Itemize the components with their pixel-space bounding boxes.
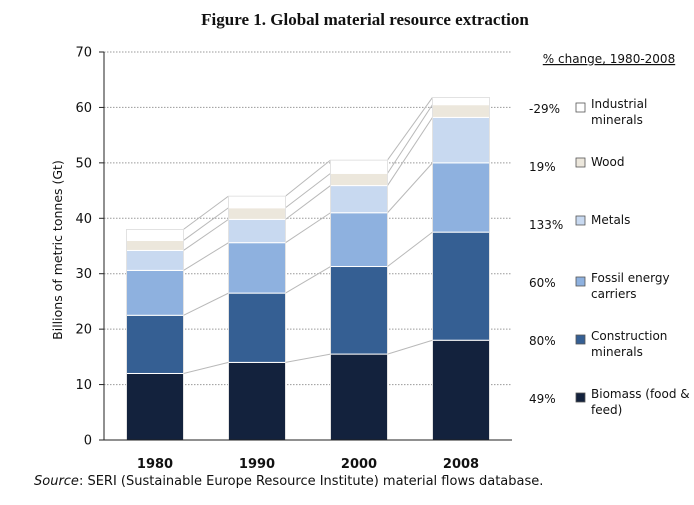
source-note: Source: SERI (Sustainable Europe Resourc… (34, 474, 543, 489)
bar-segment-industrial-minerals (229, 196, 286, 208)
chart-title: Figure 1. Global material resource extra… (201, 10, 529, 29)
legend-percent: 60% (529, 276, 556, 290)
bar-segment-biomass-food-feed (127, 373, 184, 440)
legend-label: feed) (591, 403, 622, 417)
bar-segment-metals (127, 250, 184, 270)
bar-segment-wood (229, 208, 286, 220)
legend-label: Fossil energy (591, 271, 670, 285)
legend-percent: 49% (529, 392, 556, 406)
bar-segment-wood (331, 173, 388, 185)
legend-swatch (576, 335, 585, 344)
x-tick-label: 2000 (341, 457, 377, 472)
connector-line (184, 293, 229, 315)
y-tick-label: 60 (75, 101, 92, 116)
legend-swatch (576, 103, 585, 112)
legend-label: Wood (591, 155, 624, 169)
legend-label: carriers (591, 287, 637, 301)
legend-label: Biomass (food & (591, 387, 690, 401)
connector-line (184, 243, 229, 271)
source-label: Source (34, 474, 79, 489)
bar-segment-metals (331, 186, 388, 213)
bar-segment-industrial-minerals (433, 97, 490, 104)
bar-segment-biomass-food-feed (433, 340, 490, 440)
legend-label: minerals (591, 113, 643, 127)
y-axis-label: Billions of metric tonnes (Gt) (50, 160, 65, 340)
bar-segment-construction-minerals (127, 315, 184, 373)
y-tick-label: 40 (75, 212, 92, 227)
y-tick-label: 0 (84, 434, 92, 449)
connector-line (388, 163, 433, 213)
legend-percent: 133% (529, 218, 563, 232)
connector-line (286, 213, 331, 243)
connector-line (388, 340, 433, 354)
x-tick-label: 1990 (239, 457, 275, 472)
legend-swatch (576, 158, 585, 167)
connector-line (388, 232, 433, 266)
legend-percent: 19% (529, 160, 556, 174)
bar-segment-metals (229, 219, 286, 242)
connector-line (286, 267, 331, 294)
bar-segment-industrial-minerals (331, 160, 388, 173)
y-tick-label: 20 (75, 323, 92, 338)
bar-segment-fossil-energy-carriers (331, 213, 388, 267)
bars (127, 97, 490, 440)
bar-segment-wood (433, 105, 490, 118)
bar-segment-fossil-energy-carriers (127, 270, 184, 315)
bar-segment-biomass-food-feed (331, 354, 388, 440)
chart: Figure 1. Global material resource extra… (0, 0, 694, 505)
bar-segment-industrial-minerals (127, 229, 184, 240)
y-tick-label: 10 (75, 378, 92, 393)
legend-swatch (576, 393, 585, 402)
bar-segment-fossil-energy-carriers (433, 163, 490, 232)
legend-label: Metals (591, 213, 630, 227)
y-tick-label: 70 (75, 46, 92, 61)
source-text: : SERI (Sustainable Europe Resource Inst… (79, 474, 543, 489)
x-tick-label: 2008 (443, 457, 479, 472)
legend-header: % change, 1980-2008 (543, 52, 675, 66)
y-tick-label: 50 (75, 156, 92, 171)
legend-label: Construction (591, 329, 667, 343)
bar-segment-construction-minerals (433, 232, 490, 340)
legend-swatch (576, 277, 585, 286)
legend-label: Industrial (591, 97, 647, 111)
bar-segment-metals (433, 117, 490, 162)
connector-lines (184, 97, 433, 373)
bar-segment-fossil-energy-carriers (229, 243, 286, 293)
bar-segment-construction-minerals (331, 267, 388, 355)
x-tick-label: 1980 (137, 457, 173, 472)
legend-percent: -29% (529, 102, 560, 116)
legend-label: minerals (591, 345, 643, 359)
bar-segment-construction-minerals (229, 293, 286, 362)
bar-segment-biomass-food-feed (229, 362, 286, 440)
legend-swatch (576, 216, 585, 225)
legend: % change, 1980-2008 -29% Industrial minera… (529, 52, 690, 417)
connector-line (286, 354, 331, 362)
y-tick-label: 30 (75, 267, 92, 282)
legend-percent: 80% (529, 334, 556, 348)
bar-segment-wood (127, 240, 184, 250)
connector-line (184, 362, 229, 373)
